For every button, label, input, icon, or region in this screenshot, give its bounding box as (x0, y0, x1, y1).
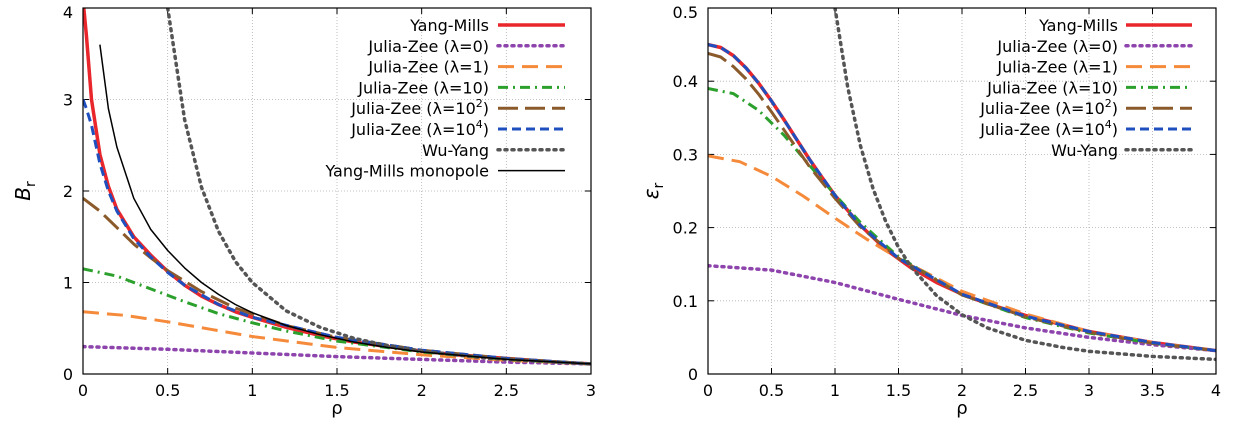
legend-entry-label: Julia-Zee (λ=104) (979, 118, 1118, 139)
x-tick-label: 3 (1084, 381, 1094, 400)
x-tick-label: 0 (703, 381, 713, 400)
y-tick-label: 0 (688, 365, 698, 384)
chart-right-energy: 0 0.5 1 1.5 2 2.5 3 3.5 4 0 0.1 0.2 0.3 0.4 0.5 ρ εr Yang… (639, 3, 1221, 419)
x-axis-label: ρ (956, 398, 967, 419)
y-tick-label: 0 (63, 365, 73, 384)
x-tick-label: 0 (78, 381, 88, 400)
legend-entry-label: Julia-Zee (λ=102) (350, 97, 489, 118)
y-tick-label: 3 (63, 91, 73, 110)
x-tick-label: 1 (247, 381, 257, 400)
chart-left-magnetic: 0 0.5 1 1.5 2 2.5 3 0 1 2 3 4 ρ Br Yang-Mills Julia-Zee… (11, 3, 596, 419)
y-tick-label: 0.3 (673, 145, 698, 164)
x-tick-label: 0.5 (155, 381, 180, 400)
y-tick-label: 4 (63, 3, 73, 22)
y-axis-label: Br (11, 181, 39, 201)
y-tick-label: 0.5 (673, 3, 698, 22)
series-line-5 (708, 43, 1216, 353)
x-tick-label: 2.5 (1013, 381, 1038, 400)
y-axis-label: εr (639, 182, 667, 199)
x-tick-label: 0.5 (759, 381, 784, 400)
x-tick-label: 2 (957, 381, 967, 400)
legend-entry-label: Julia-Zee (λ=0) (996, 37, 1118, 56)
series-line-1 (83, 344, 591, 366)
x-tick-label: 2 (417, 381, 427, 400)
x-tick-label: 1.5 (324, 381, 349, 400)
legend: Yang-Mills Julia-Zee (λ=0) Julia-Zee (λ=1)… (324, 16, 567, 181)
y-tick-label: 0.1 (673, 292, 698, 311)
legend-entry-label: Julia-Zee (λ=10) (357, 78, 489, 97)
y-tick-label: 1 (63, 274, 73, 293)
series-line-5 (83, 98, 591, 366)
x-tick-label: 4 (1211, 381, 1221, 400)
legend-entry-label: Wu-Yang (1051, 141, 1118, 160)
series-line-6 (833, 8, 1216, 362)
legend-entry-label: Julia-Zee (λ=102) (979, 97, 1118, 118)
x-tick-label: 2.5 (494, 381, 519, 400)
series-line-0 (83, 8, 591, 366)
legend-entry-label: Yang-Mills monopole (324, 162, 489, 181)
x-tick-label: 1.5 (886, 381, 911, 400)
x-tick-label: 1 (830, 381, 840, 400)
legend-entry-label: Wu-Yang (422, 141, 489, 160)
y-tick-label: 0.2 (673, 219, 698, 238)
series-line-4 (708, 51, 1216, 353)
plot-frame (82, 7, 592, 375)
legend-entry-label: Julia-Zee (λ=1) (996, 58, 1118, 77)
legend-entry-label: Yang-Mills (409, 16, 489, 35)
legend-entry-label: Julia-Zee (λ=0) (367, 37, 489, 56)
legend-entry-label: Julia-Zee (λ=104) (350, 118, 489, 139)
legend: Yang-Mills Julia-Zee (λ=0) Julia-Zee (λ=1)… (979, 16, 1194, 160)
x-tick-label: 3 (586, 381, 596, 400)
series-line-7 (99, 44, 591, 365)
legend-entry-label: Yang-Mills (1038, 16, 1118, 35)
legend-entry-label: Julia-Zee (λ=1) (367, 58, 489, 77)
x-axis-label: ρ (331, 398, 342, 419)
plot-frame (707, 7, 1217, 375)
legend-entry-label: Julia-Zee (λ=10) (986, 78, 1118, 97)
x-tick-label: 3.5 (1140, 381, 1165, 400)
y-tick-label: 2 (63, 182, 73, 201)
y-tick-label: 0.4 (673, 72, 698, 91)
